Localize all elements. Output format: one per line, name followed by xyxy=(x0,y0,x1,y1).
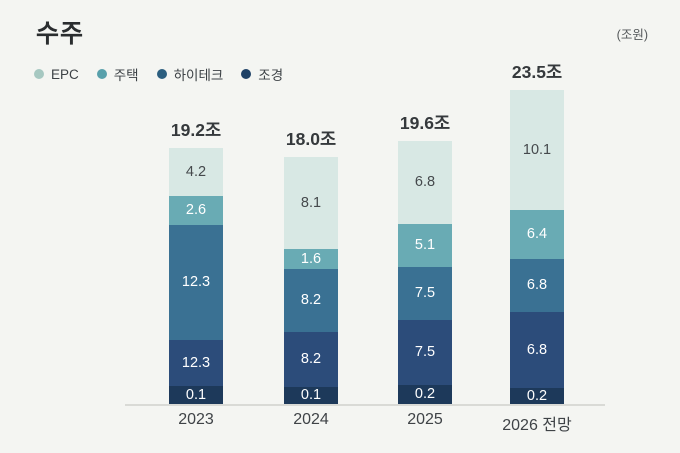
chart-title: 수주 xyxy=(36,20,85,48)
bar-total-label: 18.0조 xyxy=(285,129,337,149)
bar-total-label: 23.5조 xyxy=(511,62,563,82)
bar-2023: 4.2 2.6 12.3 12.3 0.1 xyxy=(169,148,223,404)
bar-segment-value: 0.1 xyxy=(169,386,223,404)
legend-dot-icon xyxy=(34,69,44,79)
bar-segment-value: 1.6 xyxy=(284,249,338,269)
x-axis-label: 2025 xyxy=(407,411,443,428)
bar-segment-value: 6.8 xyxy=(510,259,564,312)
bar-2026 전망: 10.1 6.4 6.8 6.8 0.2 xyxy=(510,90,564,404)
unit-label: (조원) xyxy=(616,28,648,42)
bar-segment-value: 0.2 xyxy=(510,388,564,404)
legend-dot-icon xyxy=(96,69,107,79)
bar-segment-value: 7.5 xyxy=(398,320,452,385)
bar-total-label: 19.6조 xyxy=(399,113,451,133)
bar-segment-value: 7.5 xyxy=(398,267,452,320)
legend-label: EPC xyxy=(51,66,79,82)
legend-label: 하이테크 xyxy=(173,68,224,83)
legend-label: 주택 xyxy=(113,68,139,83)
bar-segment-value: 2.6 xyxy=(169,196,223,225)
legend-item-4: 조경 xyxy=(241,64,283,84)
bar-segment-value: 0.2 xyxy=(398,385,452,404)
bar-segment-value: 12.3 xyxy=(169,340,223,386)
x-axis-label: 2024 xyxy=(293,411,329,428)
x-axis-label: 2026 전망 xyxy=(502,417,572,434)
bar-2024: 8.1 1.6 8.2 8.2 0.1 xyxy=(284,157,338,404)
bar-total-label: 19.2조 xyxy=(170,120,222,140)
legend: EPC 주택 하이테크 조경 xyxy=(34,64,283,84)
legend-dot-icon xyxy=(156,69,167,79)
legend-dot-icon xyxy=(241,69,252,79)
bar-segment-value: 8.2 xyxy=(284,269,338,332)
bar-segment-value: 12.3 xyxy=(169,225,223,340)
bar-segment-value: 6.4 xyxy=(510,210,564,259)
bar-segment-value: 0.1 xyxy=(284,387,338,404)
bar-segment-value: 8.2 xyxy=(284,332,338,387)
x-axis-line xyxy=(125,404,605,406)
legend-item-2: 주택 xyxy=(96,64,139,84)
bar-segment-value: 5.1 xyxy=(398,224,452,267)
bar-segment-value: 8.1 xyxy=(284,157,338,249)
legend-label: 조경 xyxy=(258,68,284,83)
bar-2025: 6.8 5.1 7.5 7.5 0.2 xyxy=(398,141,452,404)
bar-segment-value: 4.2 xyxy=(169,148,223,196)
bar-segment-value: 6.8 xyxy=(510,312,564,388)
x-axis-label: 2023 xyxy=(178,411,214,428)
legend-item-3: 하이테크 xyxy=(156,64,224,84)
legend-item-1: EPC xyxy=(34,67,79,82)
bar-segment-value: 10.1 xyxy=(510,90,564,210)
bar-segment-value: 6.8 xyxy=(398,141,452,224)
